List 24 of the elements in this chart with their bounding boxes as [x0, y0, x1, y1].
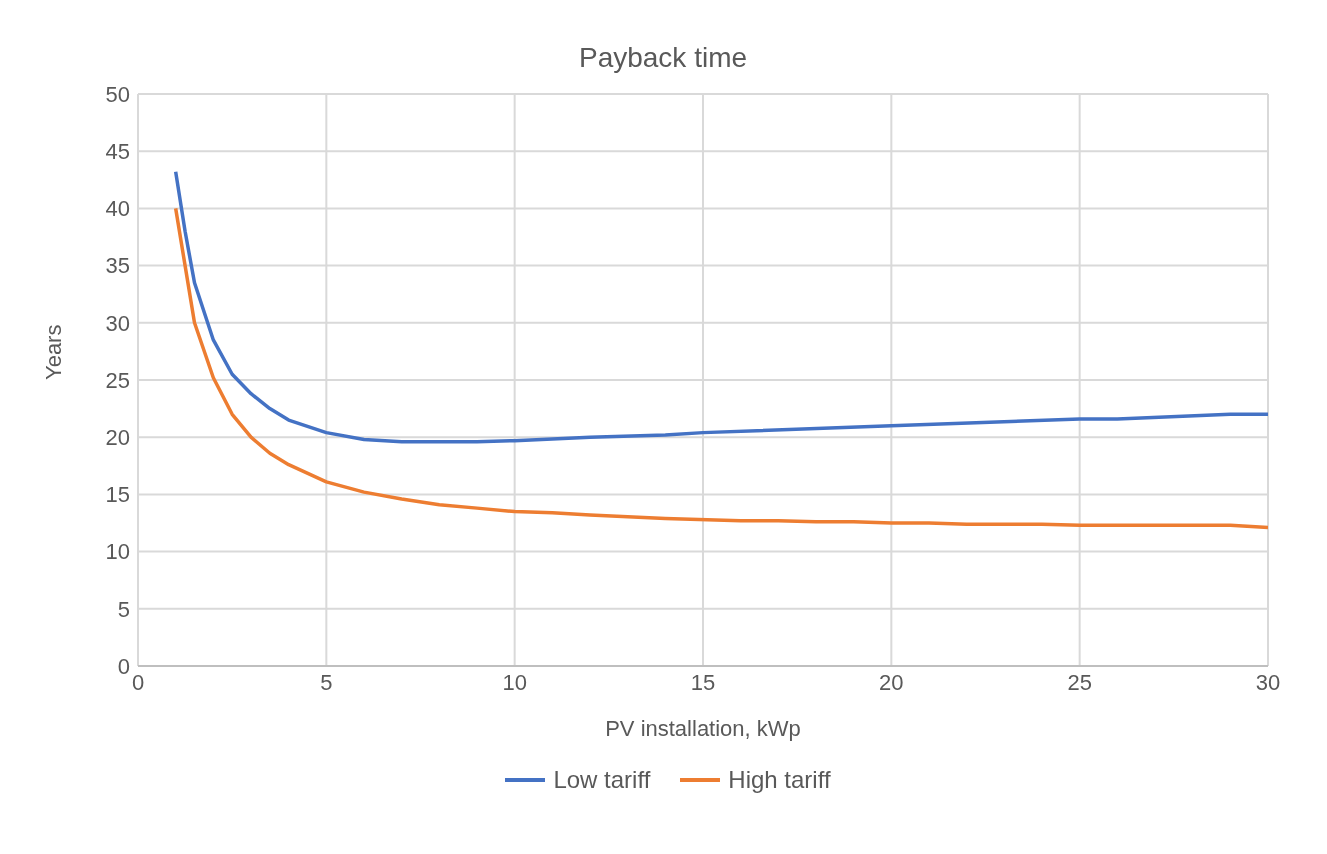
line-series [173, 170, 1268, 444]
chart-title: Payback time [577, 41, 749, 74]
y-tick-label: 35 [105, 253, 130, 279]
y-tick-label: 15 [105, 482, 130, 508]
y-tick-label: 45 [105, 139, 130, 165]
y-tick-label: 10 [105, 539, 130, 565]
y-tick-label: 5 [117, 596, 130, 622]
y-tick-label: 50 [105, 81, 130, 107]
y-tick-label: 40 [105, 196, 130, 222]
legend-label: High tariff [728, 766, 831, 794]
x-tick-label: 15 [690, 669, 716, 695]
x-tick-label: 30 [1255, 669, 1281, 695]
x-tick-label: 20 [879, 669, 904, 695]
y-tick-label: 20 [105, 425, 130, 451]
y-tick-label: 0 [117, 653, 130, 679]
y-axis-title: Years [40, 324, 66, 380]
y-tick-label: 30 [105, 310, 130, 336]
x-tick-label: 25 [1067, 669, 1092, 695]
x-tick-label: 10 [502, 669, 527, 695]
x-axis-title: PV installation, kWp [605, 716, 801, 741]
x-tick-label: 5 [320, 669, 333, 695]
line-series [173, 206, 1268, 530]
y-tick-label: 25 [105, 367, 130, 393]
legend-label: Low tariff [553, 766, 651, 794]
